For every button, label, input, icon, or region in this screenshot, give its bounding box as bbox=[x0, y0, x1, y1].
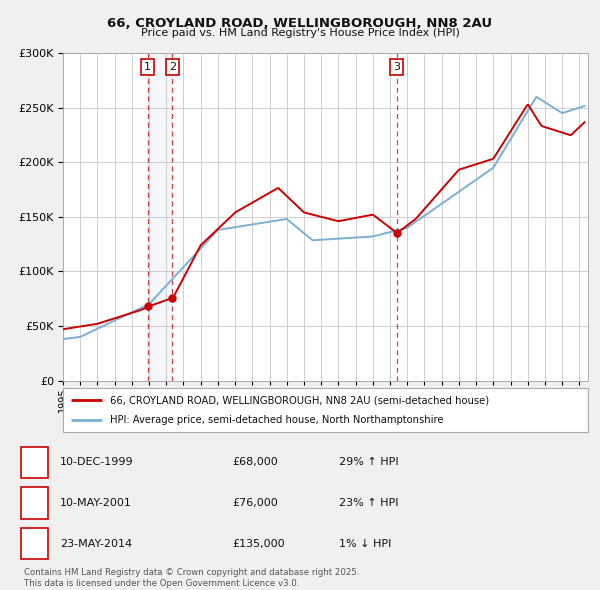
Text: Price paid vs. HM Land Registry's House Price Index (HPI): Price paid vs. HM Land Registry's House … bbox=[140, 28, 460, 38]
Text: 10-MAY-2001: 10-MAY-2001 bbox=[60, 498, 132, 508]
FancyBboxPatch shape bbox=[21, 447, 48, 478]
Text: £68,000: £68,000 bbox=[232, 457, 278, 467]
Bar bbox=[148, 53, 172, 381]
Text: 1: 1 bbox=[144, 62, 151, 72]
Text: 1% ↓ HPI: 1% ↓ HPI bbox=[340, 539, 392, 549]
Text: Contains HM Land Registry data © Crown copyright and database right 2025.
This d: Contains HM Land Registry data © Crown c… bbox=[24, 568, 359, 588]
Text: 23-MAY-2014: 23-MAY-2014 bbox=[60, 539, 133, 549]
Text: HPI: Average price, semi-detached house, North Northamptonshire: HPI: Average price, semi-detached house,… bbox=[110, 415, 444, 425]
Text: 3: 3 bbox=[393, 62, 400, 72]
Text: 2: 2 bbox=[31, 498, 38, 508]
Text: 66, CROYLAND ROAD, WELLINGBOROUGH, NN8 2AU (semi-detached house): 66, CROYLAND ROAD, WELLINGBOROUGH, NN8 2… bbox=[110, 395, 490, 405]
Text: 3: 3 bbox=[31, 539, 38, 549]
Text: 2: 2 bbox=[169, 62, 176, 72]
Text: 29% ↑ HPI: 29% ↑ HPI bbox=[340, 457, 399, 467]
FancyBboxPatch shape bbox=[21, 527, 48, 559]
Text: 66, CROYLAND ROAD, WELLINGBOROUGH, NN8 2AU: 66, CROYLAND ROAD, WELLINGBOROUGH, NN8 2… bbox=[107, 17, 493, 30]
FancyBboxPatch shape bbox=[21, 487, 48, 519]
Text: £76,000: £76,000 bbox=[232, 498, 278, 508]
Text: 10-DEC-1999: 10-DEC-1999 bbox=[60, 457, 134, 467]
Text: 23% ↑ HPI: 23% ↑ HPI bbox=[340, 498, 399, 508]
Text: £135,000: £135,000 bbox=[232, 539, 285, 549]
Text: 1: 1 bbox=[31, 457, 38, 467]
